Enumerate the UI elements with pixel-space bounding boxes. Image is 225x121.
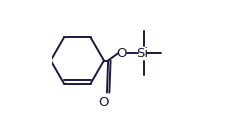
Text: Si: Si <box>136 47 148 60</box>
Text: O: O <box>98 96 109 109</box>
Text: O: O <box>116 47 126 60</box>
